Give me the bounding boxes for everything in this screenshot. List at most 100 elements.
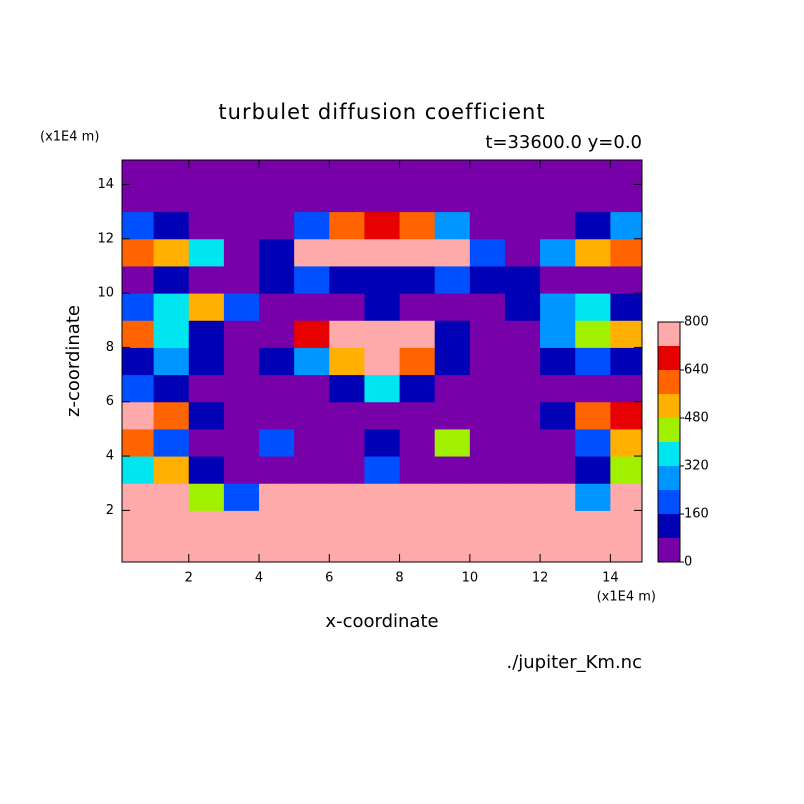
heat-cell xyxy=(469,456,506,484)
heat-cell xyxy=(610,510,642,539)
heat-cell xyxy=(329,211,365,240)
x-tick-label: 14 xyxy=(602,571,619,586)
subtitle: t=33600.0 y=0.0 xyxy=(485,132,642,153)
colorbar-tick-label: 160 xyxy=(684,507,709,522)
heat-cell xyxy=(575,374,611,403)
heat-cell xyxy=(399,347,436,376)
heat-cell xyxy=(399,293,436,321)
heat-cell xyxy=(329,428,365,457)
heat-cell xyxy=(188,265,225,294)
plot-frame xyxy=(121,159,643,563)
colorbar-segment xyxy=(658,514,680,538)
heat-cell xyxy=(294,320,330,348)
heat-cell xyxy=(329,483,365,511)
heat-cell xyxy=(188,238,225,267)
heat-cell xyxy=(434,347,471,376)
heat-cell xyxy=(259,265,295,294)
colorbar-segment xyxy=(658,418,680,442)
heat-cell xyxy=(399,265,436,294)
heat-cell xyxy=(610,293,642,321)
heat-cell xyxy=(188,401,225,430)
heat-cell xyxy=(153,184,190,213)
heat-cell xyxy=(469,428,506,457)
heat-cell xyxy=(223,456,260,484)
heat-cell xyxy=(469,320,506,348)
source-file: ./jupiter_Km.nc xyxy=(506,652,642,673)
heat-cell xyxy=(364,428,401,457)
heat-cell xyxy=(223,483,260,511)
heat-cell xyxy=(540,428,576,457)
heat-cell xyxy=(259,320,295,348)
heat-cell xyxy=(399,428,436,457)
heat-cell xyxy=(575,320,611,348)
heat-cell xyxy=(153,238,190,267)
heat-cell xyxy=(610,401,642,430)
heat-cell xyxy=(259,537,295,562)
heat-cell xyxy=(223,238,260,267)
heat-cell xyxy=(504,374,541,403)
heat-cell xyxy=(540,483,576,511)
heat-cell xyxy=(294,265,330,294)
heat-cell xyxy=(399,184,436,213)
heat-cell xyxy=(434,510,471,539)
heat-cell xyxy=(364,456,401,484)
heat-cell xyxy=(153,428,190,457)
heat-cell xyxy=(188,428,225,457)
heat-cell xyxy=(122,184,155,213)
heat-cell xyxy=(504,184,541,213)
heat-cell xyxy=(504,293,541,321)
heat-cell xyxy=(399,238,436,267)
heat-cell xyxy=(364,537,401,562)
heat-cell xyxy=(153,401,190,430)
heat-cell xyxy=(399,537,436,562)
colorbar-segment xyxy=(658,538,680,562)
heat-cell xyxy=(259,374,295,403)
heat-cell xyxy=(469,483,506,511)
heat-cell xyxy=(469,401,506,430)
heat-cell xyxy=(504,483,541,511)
heat-cell xyxy=(469,238,506,267)
heat-cell xyxy=(610,483,642,511)
heat-cell xyxy=(223,537,260,562)
heat-cell xyxy=(153,510,190,539)
heat-cell xyxy=(259,401,295,430)
heat-cell xyxy=(434,320,471,348)
heat-cell xyxy=(259,428,295,457)
heat-cell xyxy=(223,293,260,321)
heat-cell xyxy=(294,347,330,376)
heat-cell xyxy=(259,184,295,213)
heat-cell xyxy=(153,160,190,185)
heat-cell xyxy=(610,456,642,484)
heat-cell xyxy=(294,456,330,484)
heat-cell xyxy=(329,374,365,403)
heat-cell xyxy=(434,428,471,457)
heat-cell xyxy=(610,211,642,240)
heat-cell xyxy=(540,456,576,484)
heat-cell xyxy=(364,510,401,539)
heat-cell xyxy=(122,510,155,539)
heat-cell xyxy=(364,265,401,294)
heat-cell xyxy=(153,456,190,484)
heat-cell xyxy=(399,160,436,185)
x-tick-label: 4 xyxy=(255,571,263,586)
colorbar-segment xyxy=(658,322,680,346)
heat-cell xyxy=(188,456,225,484)
heat-cell xyxy=(188,184,225,213)
heat-cell xyxy=(294,293,330,321)
heat-cell xyxy=(434,238,471,267)
colorbar-segment xyxy=(658,370,680,394)
heat-cell xyxy=(540,293,576,321)
x-unit: (x1E4 m) xyxy=(597,590,656,605)
heat-cell xyxy=(153,211,190,240)
heat-cell xyxy=(223,428,260,457)
colorbar-segment xyxy=(658,490,680,514)
heat-cell xyxy=(434,160,471,185)
heat-cell xyxy=(575,510,611,539)
heat-cell xyxy=(399,456,436,484)
heat-cell xyxy=(610,160,642,185)
heat-cell xyxy=(469,537,506,562)
heat-cell xyxy=(329,510,365,539)
colorbar-tick-label: 320 xyxy=(684,459,709,474)
heat-cell xyxy=(329,184,365,213)
